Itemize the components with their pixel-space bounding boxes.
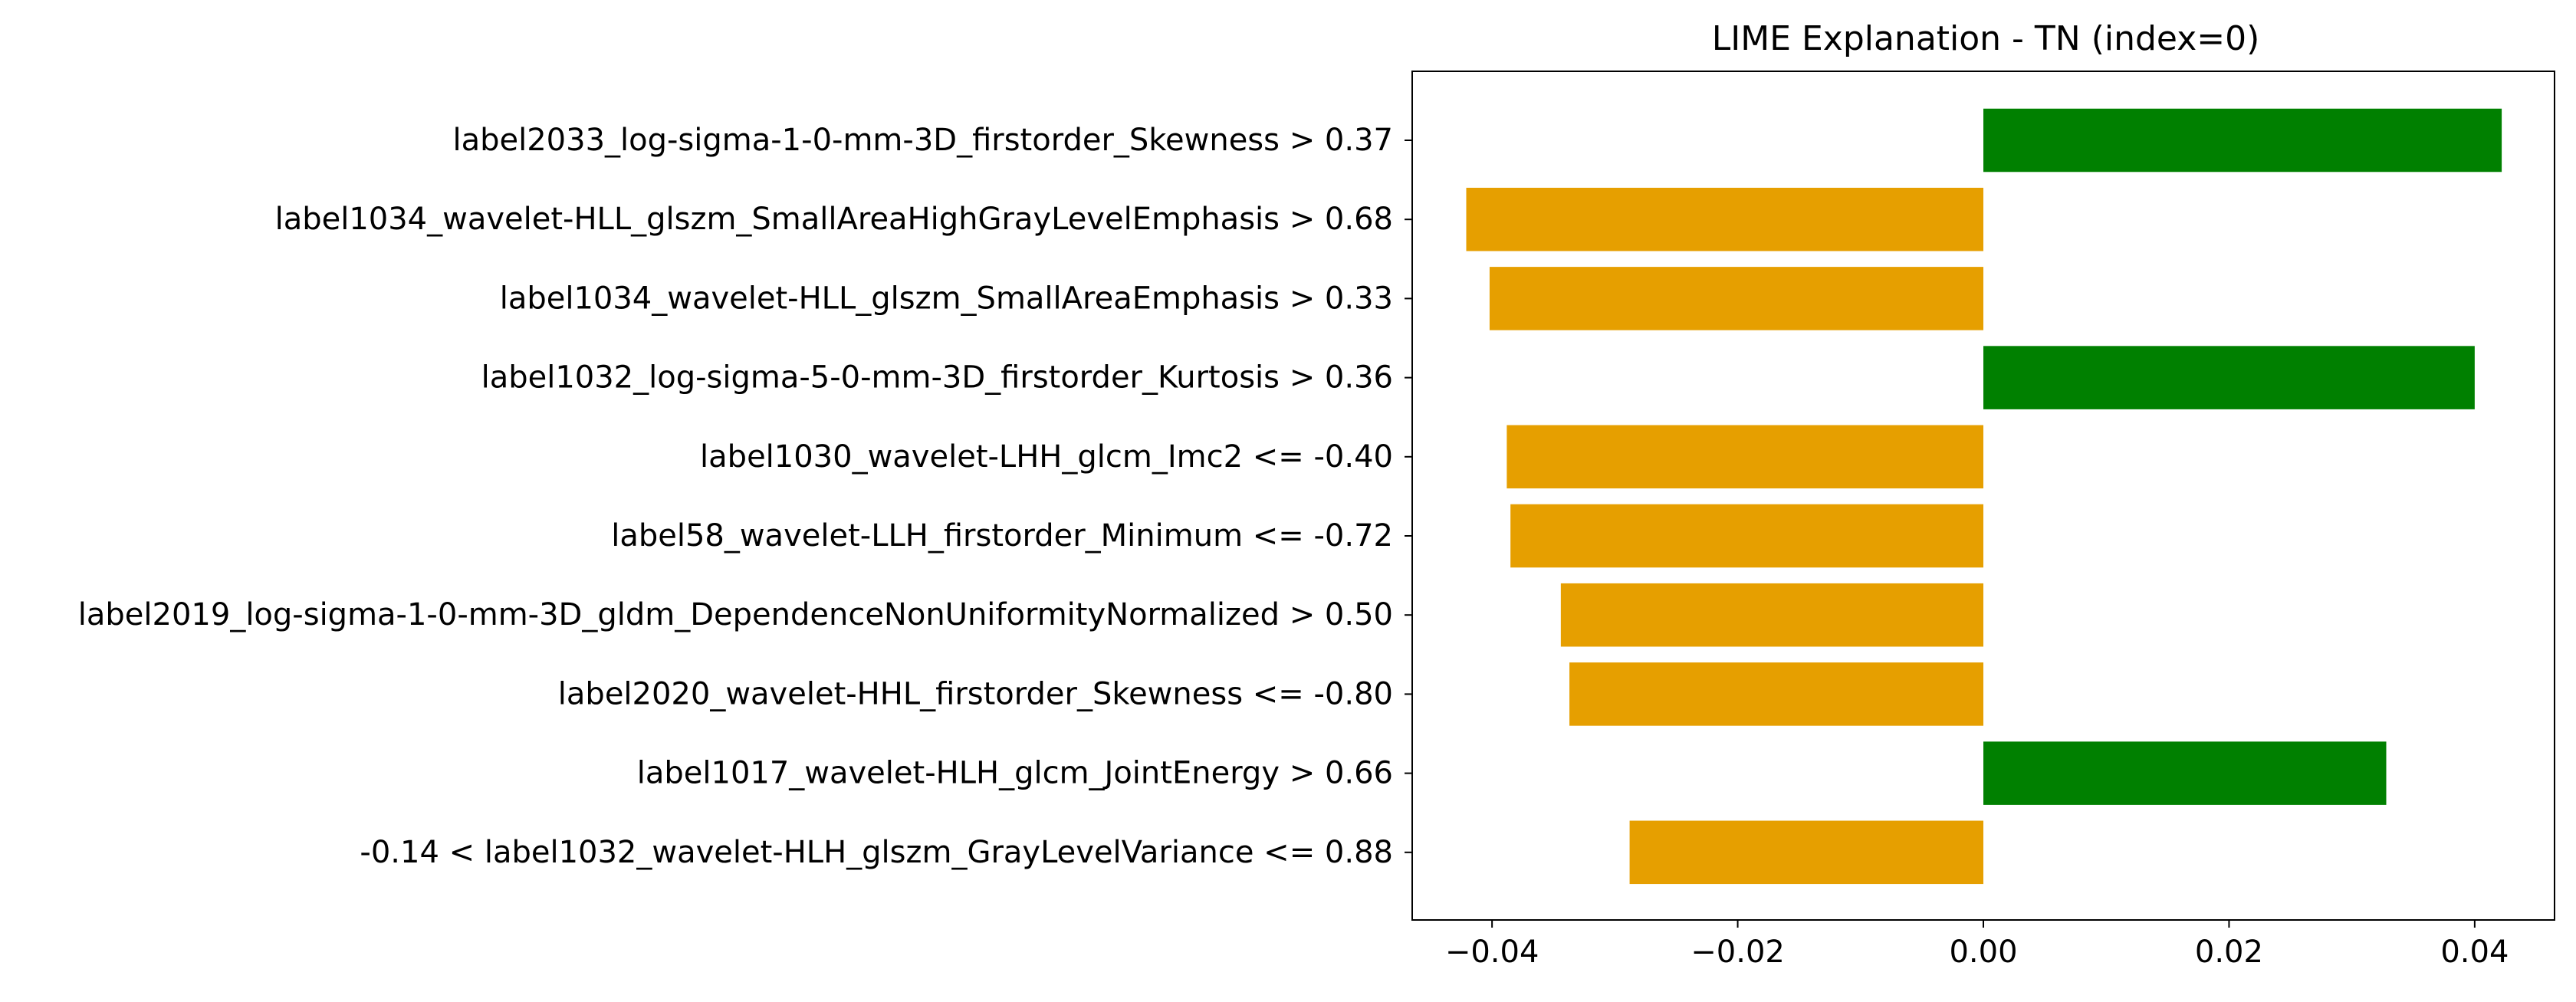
y-tick-label: label1030_wavelet-LHH_glcm_Imc2 <= -0.40: [700, 439, 1393, 475]
x-tick-label: −0.04: [1445, 935, 1539, 970]
bar-6: [1510, 504, 1983, 568]
bar-9: [1983, 741, 2387, 805]
x-tick-label: 0.04: [2440, 935, 2509, 970]
x-tick-label: 0.00: [1949, 935, 2017, 970]
bar-5: [1506, 425, 1983, 489]
y-axis: label2033_log-sigma-1-0-mm-3D_firstorder…: [78, 123, 1412, 870]
x-axis: −0.04 −0.02 0.00 0.02 0.04: [1445, 920, 2509, 970]
y-tick-label: label1034_wavelet-HLL_glszm_SmallAreaHig…: [275, 202, 1393, 237]
bar-10: [1629, 820, 1983, 885]
y-tick-label: label2019_log-sigma-1-0-mm-3D_gldm_Depen…: [78, 597, 1393, 632]
bar-4: [1983, 346, 2475, 409]
y-tick-label: label1034_wavelet-HLL_glszm_SmallAreaEmp…: [500, 281, 1393, 316]
y-tick-label: label1032_log-sigma-5-0-mm-3D_firstorder…: [481, 360, 1393, 396]
x-tick-label: −0.02: [1691, 935, 1785, 970]
bars-group: [1466, 108, 2502, 885]
y-tick-label: label58_wavelet-LLH_firstorder_Minimum <…: [611, 518, 1393, 554]
x-tick-label: 0.02: [2195, 935, 2263, 970]
bar-8: [1569, 662, 1983, 726]
bar-1: [1983, 108, 2502, 172]
bar-3: [1489, 267, 1983, 330]
bar-2: [1466, 187, 1983, 251]
plot-frame: [1411, 71, 2555, 921]
y-tick-label: label2020_wavelet-HHL_firstorder_Skewnes…: [558, 676, 1393, 711]
y-tick-label: label2033_log-sigma-1-0-mm-3D_firstorder…: [452, 123, 1393, 158]
bar-7: [1560, 583, 1983, 647]
y-tick-label: label1017_wavelet-HLH_glcm_JointEnergy >…: [637, 756, 1393, 791]
y-tick-label: -0.14 < label1032_wavelet-HLH_glszm_Gray…: [360, 835, 1393, 870]
chart-title: LIME Explanation - TN (index=0): [1712, 19, 2260, 58]
